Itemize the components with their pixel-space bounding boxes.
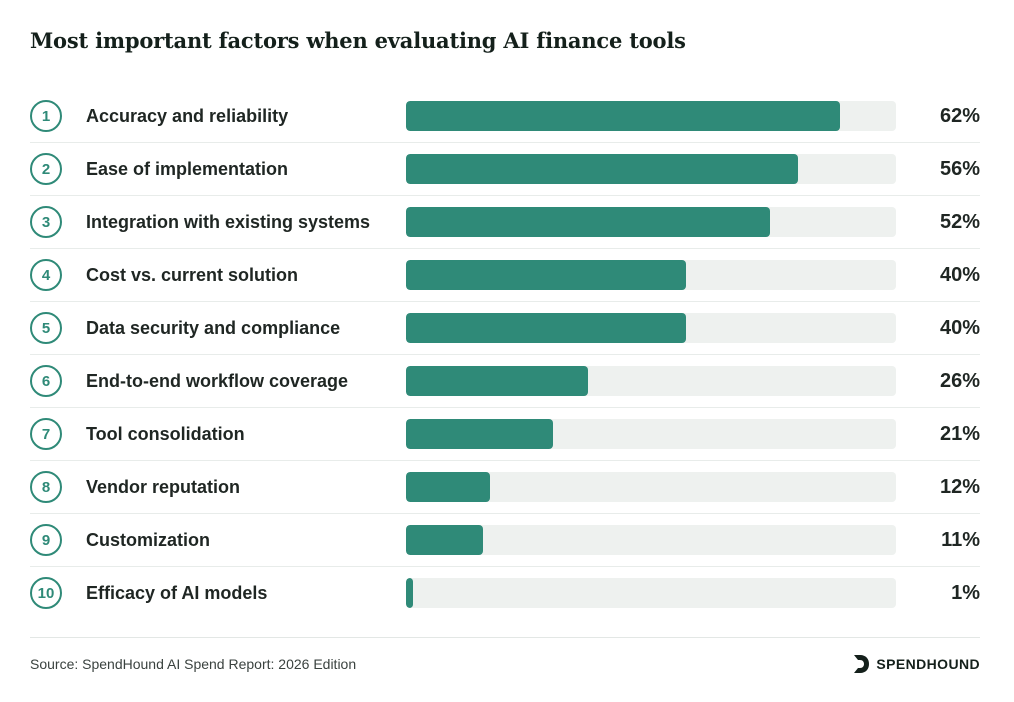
factor-label: Accuracy and reliability: [86, 105, 289, 126]
source-note: Source: SpendHound AI Spend Report: 2026…: [30, 656, 357, 672]
rank-badge: 1: [30, 100, 62, 132]
value-label: 26%: [939, 369, 980, 392]
rank-badge: 7: [30, 418, 62, 450]
factor-row: 2 Ease of implementation 56%: [30, 143, 980, 196]
brand-name: SPENDHOUND: [876, 656, 980, 672]
factor-row: 4 Cost vs. current solution 40%: [30, 249, 980, 302]
bar-chart: 1 Accuracy and reliability 62% 2 Ease of imp…: [30, 90, 980, 620]
bar-track: [406, 260, 896, 290]
rank-badge: 10: [30, 577, 62, 609]
bar-fill: [406, 207, 770, 237]
rank-badge: 4: [30, 259, 62, 291]
factor-label: Efficacy of AI models: [86, 582, 268, 603]
bar-fill: [406, 154, 798, 184]
factor-label: Tool consolidation: [86, 423, 245, 444]
bar-track: [406, 419, 896, 449]
factor-label: Vendor reputation: [86, 476, 241, 497]
factor-row: 5 Data security and compliance 40%: [30, 302, 980, 355]
bar-track: [406, 366, 896, 396]
factor-row: 9 Customization 11%: [30, 514, 980, 567]
factor-label: Cost vs. current solution: [86, 264, 299, 285]
rank-badge: 6: [30, 365, 62, 397]
bar-fill: [406, 578, 413, 608]
chart-title: Most important factors when evaluating A…: [30, 28, 686, 53]
bar-fill: [406, 260, 686, 290]
bar-track: [406, 313, 896, 343]
bar-track: [406, 578, 896, 608]
value-label: 40%: [939, 263, 980, 286]
factor-label: Customization: [86, 529, 210, 550]
factor-row: 8 Vendor reputation 12%: [30, 461, 980, 514]
factor-label: End-to-end workflow coverage: [86, 370, 349, 391]
bar-fill: [406, 313, 686, 343]
bar-fill: [406, 419, 553, 449]
factor-row: 1 Accuracy and reliability 62%: [30, 90, 980, 143]
value-label: 52%: [939, 210, 980, 233]
value-label: 62%: [939, 104, 980, 127]
rank-badge: 5: [30, 312, 62, 344]
spendhound-logo-icon: [854, 655, 870, 673]
factor-row: 10 Efficacy of AI models 1%: [30, 567, 980, 620]
value-label: 40%: [939, 316, 980, 339]
rank-badge: 8: [30, 471, 62, 503]
bar-track: [406, 101, 896, 131]
bar-track: [406, 154, 896, 184]
bar-track: [406, 525, 896, 555]
bar-track: [406, 472, 896, 502]
factor-row: 3 Integration with existing systems 52%: [30, 196, 980, 249]
value-label: 1%: [951, 581, 980, 604]
rank-badge: 2: [30, 153, 62, 185]
factor-row: 7 Tool consolidation 21%: [30, 408, 980, 461]
value-label: 11%: [941, 528, 980, 551]
factor-label: Data security and compliance: [86, 317, 341, 338]
bar-track: [406, 207, 896, 237]
bar-fill: [406, 101, 840, 131]
factor-row: 6 End-to-end workflow coverage 26%: [30, 355, 980, 408]
bar-fill: [406, 472, 490, 502]
footer-divider: [30, 637, 980, 638]
rank-badge: 9: [30, 524, 62, 556]
bar-fill: [406, 525, 483, 555]
bar-fill: [406, 366, 588, 396]
rank-badge: 3: [30, 206, 62, 238]
value-label: 21%: [939, 422, 980, 445]
brand-logo: SPENDHOUND: [852, 654, 980, 674]
factor-label: Integration with existing systems: [86, 211, 371, 232]
factor-label: Ease of implementation: [86, 158, 289, 179]
value-label: 56%: [939, 157, 980, 180]
value-label: 12%: [939, 475, 980, 498]
